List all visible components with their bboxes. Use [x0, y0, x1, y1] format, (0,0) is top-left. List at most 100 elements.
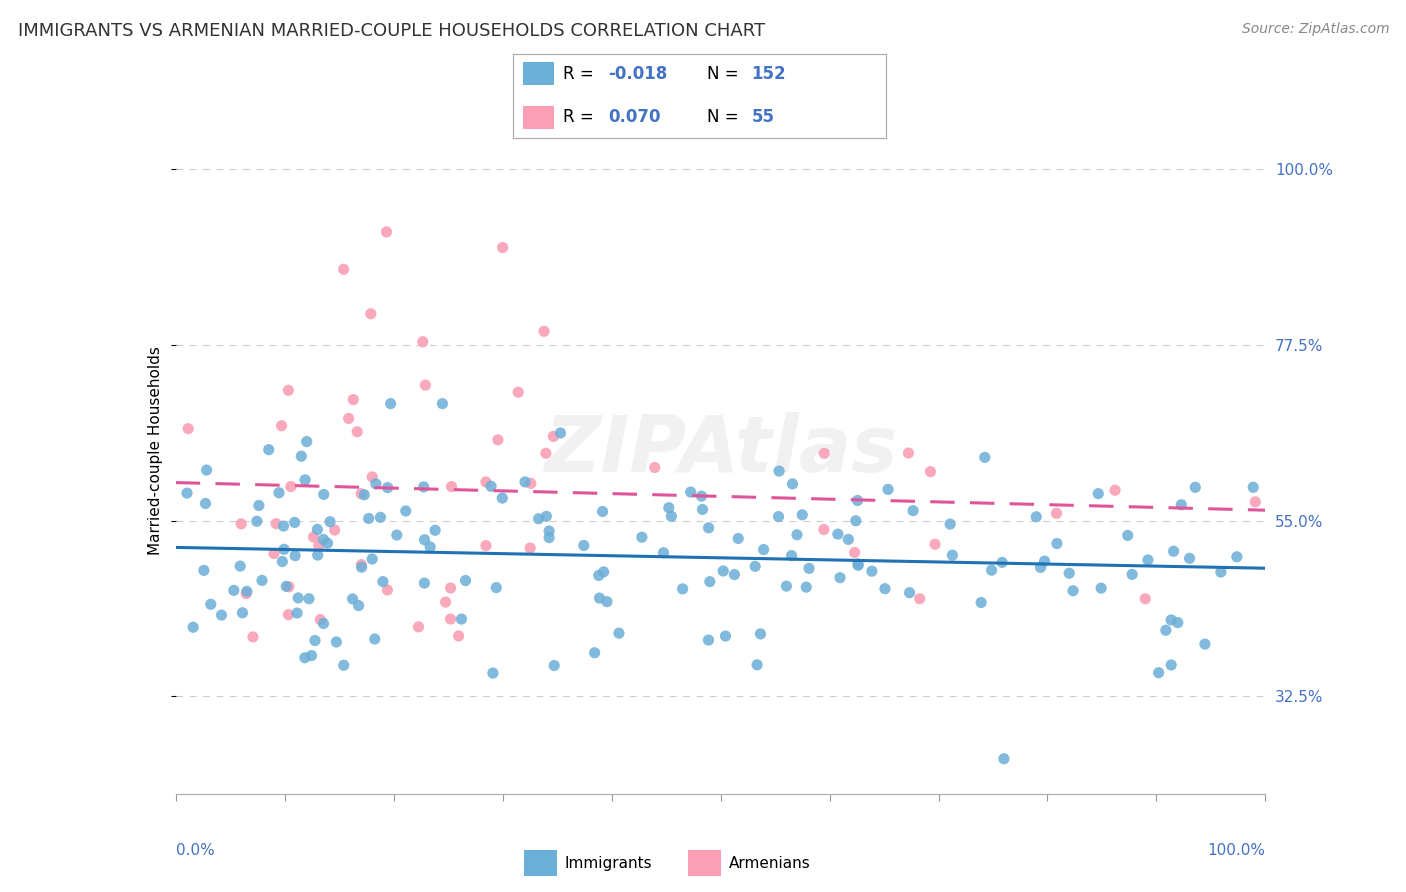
- Point: [519, 541, 541, 555]
- Text: -0.018: -0.018: [609, 65, 668, 83]
- Text: 100.0%: 100.0%: [1208, 843, 1265, 858]
- Point: [1194, 637, 1216, 651]
- Point: [419, 540, 441, 554]
- Point: [250, 574, 273, 588]
- Point: [837, 533, 859, 547]
- Point: [543, 429, 565, 443]
- Point: [350, 560, 373, 574]
- Bar: [523, 62, 554, 86]
- Point: [538, 531, 561, 545]
- Point: [745, 657, 768, 672]
- Point: [1147, 665, 1170, 680]
- Point: [939, 517, 962, 532]
- Point: [357, 511, 380, 525]
- Text: N =: N =: [707, 65, 744, 83]
- Point: [257, 442, 280, 457]
- Point: [1184, 480, 1206, 494]
- Point: [711, 564, 734, 578]
- Point: [873, 582, 896, 596]
- Point: [312, 533, 335, 547]
- Point: [325, 635, 347, 649]
- Point: [920, 465, 942, 479]
- Point: [177, 422, 200, 436]
- Point: [1062, 583, 1084, 598]
- Point: [222, 583, 245, 598]
- Point: [277, 607, 299, 622]
- Point: [236, 584, 259, 599]
- Point: [1160, 613, 1182, 627]
- Point: [475, 475, 498, 489]
- Point: [827, 527, 849, 541]
- Point: [276, 579, 298, 593]
- Point: [375, 225, 398, 239]
- Point: [699, 574, 721, 589]
- Text: ZIPAtlas: ZIPAtlas: [544, 412, 897, 489]
- Point: [380, 397, 402, 411]
- Point: [280, 480, 302, 494]
- Text: N =: N =: [707, 108, 744, 126]
- Point: [1057, 566, 1080, 581]
- Point: [1135, 591, 1157, 606]
- Point: [596, 594, 619, 608]
- Point: [1025, 509, 1047, 524]
- Point: [631, 530, 654, 544]
- Point: [588, 591, 610, 606]
- Point: [412, 334, 434, 349]
- Point: [200, 597, 222, 611]
- Point: [176, 486, 198, 500]
- Point: [193, 563, 215, 577]
- Point: [941, 548, 963, 562]
- Point: [290, 449, 312, 463]
- Text: Source: ZipAtlas.com: Source: ZipAtlas.com: [1241, 22, 1389, 37]
- Point: [513, 475, 536, 489]
- Point: [377, 481, 399, 495]
- Point: [792, 508, 814, 522]
- Point: [270, 418, 292, 433]
- Text: Armenians: Armenians: [728, 855, 810, 871]
- Point: [727, 532, 749, 546]
- Point: [690, 489, 713, 503]
- Point: [242, 630, 264, 644]
- Y-axis label: Married-couple Households: Married-couple Households: [148, 346, 163, 555]
- Point: [229, 559, 252, 574]
- Point: [1244, 495, 1267, 509]
- Point: [301, 648, 323, 663]
- Point: [285, 606, 308, 620]
- Point: [181, 620, 204, 634]
- Point: [491, 491, 513, 505]
- Point: [231, 606, 253, 620]
- Point: [898, 585, 921, 599]
- Point: [492, 240, 515, 255]
- Point: [302, 530, 325, 544]
- Bar: [689, 850, 721, 876]
- Point: [679, 485, 702, 500]
- Point: [1163, 544, 1185, 558]
- Point: [277, 580, 299, 594]
- Point: [1241, 480, 1264, 494]
- Text: 0.070: 0.070: [609, 108, 661, 126]
- Point: [786, 527, 808, 541]
- Point: [486, 433, 509, 447]
- Point: [768, 509, 790, 524]
- Point: [304, 633, 326, 648]
- Point: [860, 564, 883, 578]
- Point: [211, 608, 233, 623]
- Point: [970, 595, 993, 609]
- Point: [1121, 567, 1143, 582]
- Point: [271, 555, 294, 569]
- Point: [846, 493, 869, 508]
- Point: [350, 558, 373, 572]
- Point: [413, 533, 436, 547]
- Point: [1033, 554, 1056, 568]
- Point: [432, 397, 454, 411]
- Point: [439, 581, 461, 595]
- Point: [273, 542, 295, 557]
- Point: [247, 499, 270, 513]
- Point: [353, 488, 375, 502]
- Point: [813, 446, 835, 460]
- Point: [897, 446, 920, 460]
- Point: [364, 632, 387, 646]
- Point: [277, 384, 299, 398]
- Point: [423, 523, 446, 537]
- Point: [308, 539, 330, 553]
